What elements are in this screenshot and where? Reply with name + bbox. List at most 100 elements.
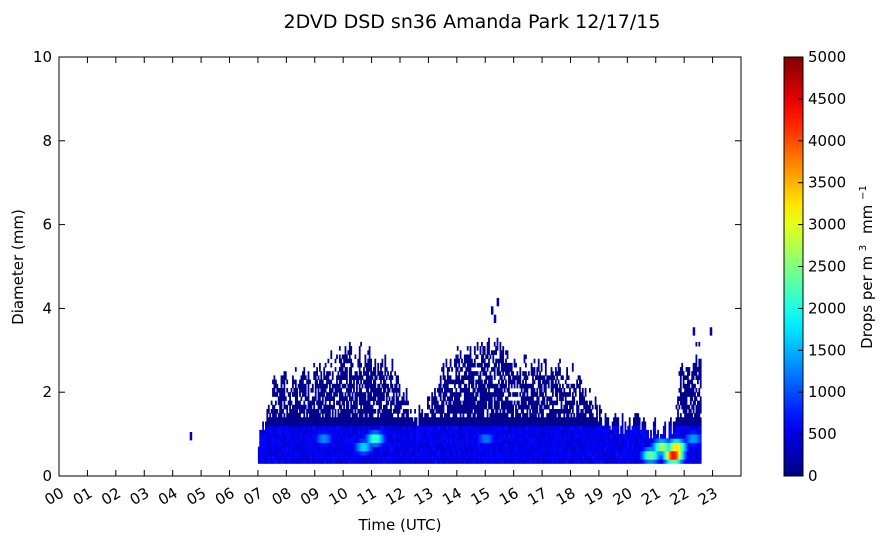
heatmap-cell	[576, 425, 578, 431]
heatmap-cell	[492, 446, 495, 452]
heatmap-cell	[435, 400, 438, 406]
heatmap-cell	[357, 375, 360, 380]
heatmap-cell	[280, 429, 283, 435]
heatmap-cell	[513, 438, 516, 443]
heatmap-cell	[391, 417, 394, 422]
heatmap-cell	[286, 379, 289, 385]
heatmap-cell	[573, 442, 576, 448]
heatmap-cell	[293, 438, 296, 443]
heatmap-cell	[498, 379, 500, 385]
heatmap-cell	[435, 396, 438, 401]
heatmap-cell	[317, 429, 320, 435]
heatmap-cell	[319, 434, 321, 439]
heatmap-cell	[677, 450, 679, 456]
heatmap-cell	[340, 375, 343, 380]
heatmap-cell	[549, 375, 551, 380]
heatmap-cell	[479, 438, 482, 443]
heatmap-cell	[498, 455, 500, 460]
heatmap-cell	[456, 421, 459, 427]
heatmap-cell	[499, 425, 502, 431]
heatmap-cell	[542, 450, 544, 456]
heatmap-cell	[505, 434, 507, 439]
heatmap-cell	[584, 417, 587, 422]
heatmap-cell	[449, 417, 452, 422]
heatmap-cell	[569, 400, 571, 406]
heatmap-cell	[448, 421, 451, 427]
heatmap-cell	[681, 400, 684, 406]
heatmap-cell	[377, 383, 380, 389]
heatmap-cell	[340, 388, 343, 393]
heatmap-cell	[292, 459, 294, 464]
heatmap-cell	[550, 383, 553, 389]
heatmap-cell	[550, 371, 553, 376]
heatmap-cell	[287, 446, 290, 452]
heatmap-cell	[552, 450, 554, 456]
heatmap-cell	[579, 421, 581, 427]
heatmap-cell	[471, 383, 473, 389]
heatmap-cell	[405, 396, 408, 401]
heatmap-cell	[451, 429, 453, 435]
heatmap-cell	[483, 358, 486, 364]
heatmap-cell	[523, 383, 526, 389]
heatmap-cell	[414, 429, 416, 435]
heatmap-cell	[394, 388, 397, 393]
heatmap-cell	[634, 434, 637, 439]
heatmap-cell	[556, 455, 559, 460]
heatmap-cell	[523, 358, 526, 364]
heatmap-cell	[678, 455, 681, 460]
heatmap-cell	[584, 459, 587, 464]
heatmap-cell	[566, 434, 568, 439]
heatmap-cell	[451, 425, 453, 431]
heatmap-cell	[483, 379, 486, 385]
heatmap-cell	[293, 455, 296, 460]
heatmap-cell	[320, 425, 323, 431]
heatmap-cell	[635, 421, 638, 427]
heatmap-cell	[580, 450, 583, 456]
heatmap-cell	[500, 429, 503, 435]
heatmap-cell	[589, 417, 591, 422]
heatmap-cell	[427, 450, 429, 456]
heatmap-cell	[448, 438, 451, 443]
heatmap-cell	[496, 367, 499, 372]
heatmap-cell	[473, 362, 476, 368]
heatmap-cell	[594, 438, 597, 443]
heatmap-cell	[444, 392, 446, 397]
heatmap-cell	[498, 362, 500, 368]
heatmap-cell	[552, 421, 554, 427]
heatmap-cell	[489, 417, 492, 422]
heatmap-cell	[445, 425, 448, 431]
heatmap-cell	[606, 446, 608, 452]
heatmap-cell	[489, 446, 492, 452]
heatmap-cell	[329, 409, 331, 414]
heatmap-cell	[641, 434, 644, 439]
heatmap-cell	[314, 421, 317, 427]
heatmap-cell	[508, 425, 510, 431]
heatmap-cell	[387, 434, 389, 439]
heatmap-cell	[562, 421, 564, 427]
heatmap-cell	[311, 438, 314, 443]
heatmap-cell	[567, 409, 570, 414]
heatmap-cell	[535, 417, 537, 422]
heatmap-cell	[544, 379, 547, 385]
heatmap-cell	[577, 438, 580, 443]
heatmap-cell	[461, 438, 463, 443]
heatmap-cell	[462, 434, 465, 439]
heatmap-cell	[365, 434, 368, 439]
heatmap-cell	[596, 404, 598, 410]
heatmap-cell	[512, 438, 514, 443]
heatmap-cell	[446, 455, 449, 460]
heatmap-cell	[526, 446, 529, 452]
heatmap-cell	[510, 425, 513, 431]
heatmap-cell	[331, 421, 334, 427]
heatmap-cell	[533, 450, 536, 456]
heatmap-cell	[573, 396, 576, 401]
heatmap-cell	[567, 425, 570, 431]
heatmap-cell	[390, 371, 392, 376]
heatmap-cell	[529, 450, 532, 456]
heatmap-cell	[566, 413, 568, 418]
heatmap-cell	[571, 459, 574, 464]
heatmap-cell	[445, 442, 448, 448]
heatmap-cell	[510, 442, 513, 448]
heatmap-cell	[273, 455, 276, 460]
heatmap-cell	[519, 434, 522, 439]
